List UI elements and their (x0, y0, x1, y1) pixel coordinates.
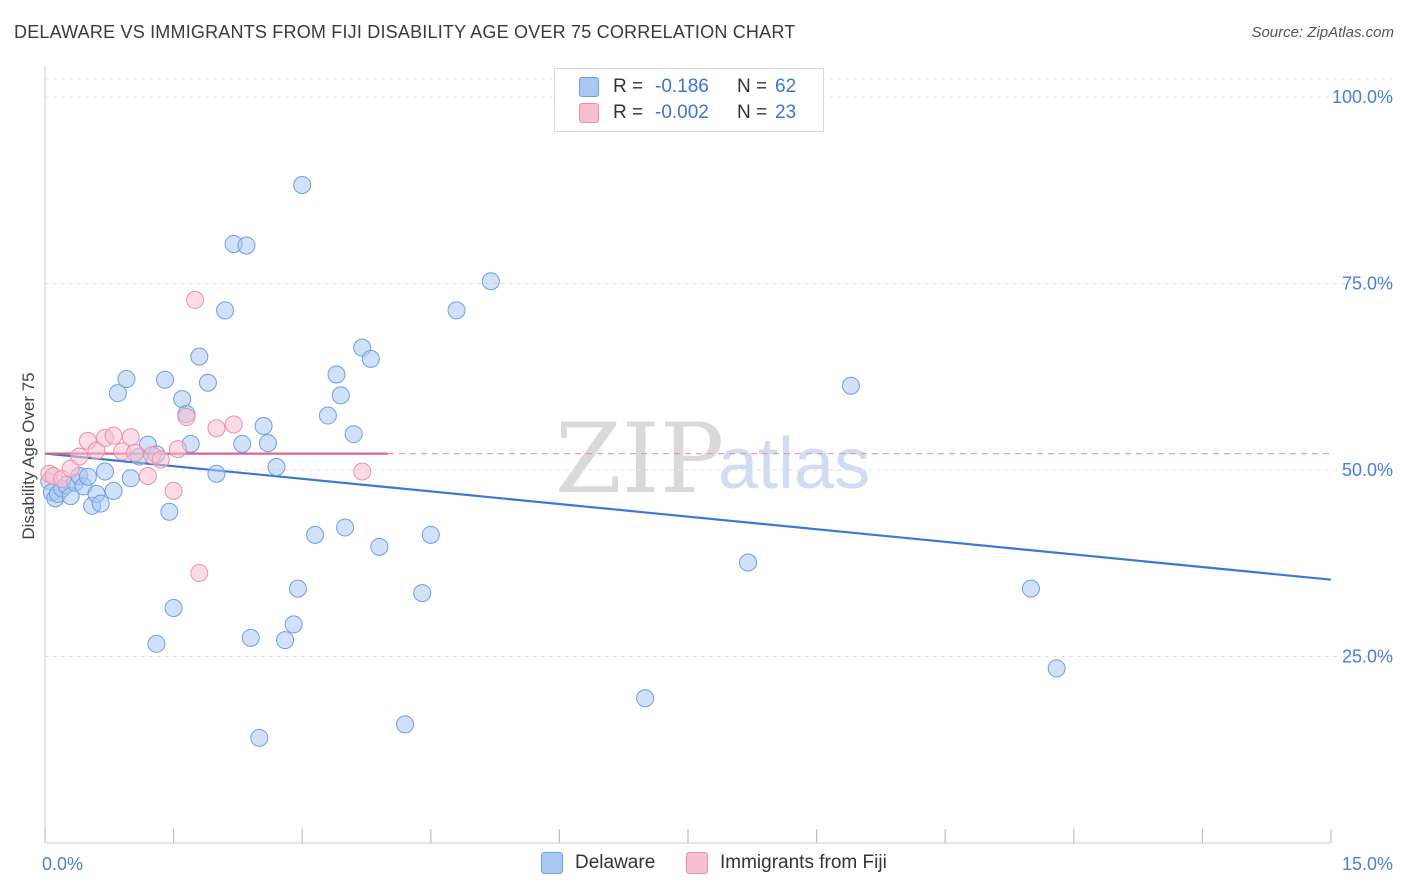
legend-swatch-delaware (579, 77, 599, 97)
watermark: ZIP atlas (555, 403, 870, 515)
point-fiji (353, 462, 372, 481)
legend-swatch-fiji (579, 103, 599, 123)
point-delaware (156, 370, 175, 389)
point-delaware (121, 469, 140, 488)
x-tick-label: 15.0% (1342, 854, 1393, 874)
point-delaware (481, 272, 500, 291)
point-delaware (96, 462, 115, 481)
point-fiji (70, 447, 89, 466)
point-delaware (250, 728, 269, 747)
point-delaware (327, 365, 346, 384)
point-delaware (413, 584, 432, 603)
point-delaware (447, 301, 466, 320)
trendline-delaware (44, 452, 1332, 581)
y-axis-label: Disability Age Over 75 (19, 372, 38, 539)
point-fiji (164, 481, 183, 500)
point-fiji (177, 408, 196, 427)
point-delaware (361, 349, 380, 368)
stats-legend: R = -0.186 N = 62 R = -0.002 N = 23 (554, 68, 824, 132)
legend-row-delaware: R = -0.186 N = 62 (579, 74, 796, 100)
point-delaware (147, 634, 166, 653)
series-legend: Delaware Immigrants from Fiji (0, 852, 1406, 878)
point-delaware (216, 301, 235, 320)
point-delaware (164, 599, 183, 618)
tick-labels: 25.0% 50.0% 75.0% 100.0% 0.0% 15.0% (42, 87, 1393, 874)
legend-label-fiji: Immigrants from Fiji (720, 852, 887, 873)
legend-n-label: N = (737, 102, 768, 123)
legend-r-label: R = (613, 102, 644, 123)
legend-r-label: R = (613, 76, 644, 97)
legend-r-value: -0.186 (655, 76, 709, 97)
point-delaware (306, 525, 325, 544)
y-tick-label: 25.0% (1342, 647, 1393, 667)
point-delaware (739, 553, 758, 572)
point-delaware (284, 615, 303, 634)
point-fiji (121, 428, 140, 447)
y-tick-label: 100.0% (1332, 87, 1393, 107)
point-delaware (336, 518, 355, 537)
source-credit: Source: ZipAtlas.com (1251, 24, 1394, 41)
gridlines (45, 78, 1392, 657)
x-tick-label: 0.0% (42, 854, 83, 874)
point-delaware (190, 347, 209, 366)
point-fiji (138, 466, 157, 485)
data-points (40, 176, 1066, 747)
point-delaware (237, 236, 256, 255)
point-delaware (241, 628, 260, 647)
point-delaware (104, 481, 123, 500)
point-delaware (293, 176, 312, 195)
legend-n-label: N = (737, 76, 768, 97)
point-delaware (318, 406, 337, 425)
point-delaware (233, 434, 252, 453)
watermark-atlas: atlas (718, 424, 870, 504)
point-delaware (254, 416, 273, 435)
point-delaware (288, 579, 307, 598)
point-fiji (186, 290, 205, 309)
point-delaware (91, 494, 110, 513)
point-delaware (636, 689, 655, 708)
point-delaware (207, 464, 226, 483)
point-fiji (224, 415, 243, 434)
legend-n-value: 62 (775, 76, 797, 97)
point-delaware (370, 537, 389, 556)
point-delaware (1021, 579, 1040, 598)
point-delaware (1047, 659, 1066, 678)
point-delaware (267, 458, 286, 477)
legend-item-delaware[interactable]: Delaware (541, 852, 655, 874)
point-fiji (168, 440, 187, 459)
chart-title: DELAWARE VS IMMIGRANTS FROM FIJI DISABIL… (14, 22, 796, 42)
point-fiji (190, 563, 209, 582)
point-delaware (78, 467, 97, 486)
point-delaware (276, 631, 295, 650)
legend-row-fiji: R = -0.002 N = 23 (579, 100, 796, 126)
point-delaware (258, 434, 277, 453)
point-delaware (396, 715, 415, 734)
legend-label-delaware: Delaware (575, 852, 656, 873)
legend-item-fiji[interactable]: Immigrants from Fiji (686, 852, 887, 874)
legend-r-value: -0.002 (655, 102, 709, 123)
legend-swatch-fiji (686, 852, 708, 874)
point-delaware (117, 369, 136, 388)
point-delaware (198, 373, 217, 392)
point-delaware (344, 425, 363, 444)
point-delaware (841, 376, 860, 395)
y-tick-label: 75.0% (1342, 274, 1393, 294)
point-fiji (87, 441, 106, 460)
point-fiji (104, 426, 123, 445)
y-tick-label: 50.0% (1342, 460, 1393, 480)
point-delaware (331, 386, 350, 405)
point-delaware (108, 384, 127, 403)
point-fiji (126, 443, 145, 462)
point-fiji (207, 419, 226, 438)
point-delaware (421, 525, 440, 544)
point-delaware (160, 502, 179, 521)
legend-n-value: 23 (775, 102, 797, 123)
point-delaware (173, 390, 192, 409)
point-fiji (151, 450, 170, 469)
legend-swatch-delaware (541, 852, 563, 874)
watermark-zip: ZIP (555, 403, 724, 515)
